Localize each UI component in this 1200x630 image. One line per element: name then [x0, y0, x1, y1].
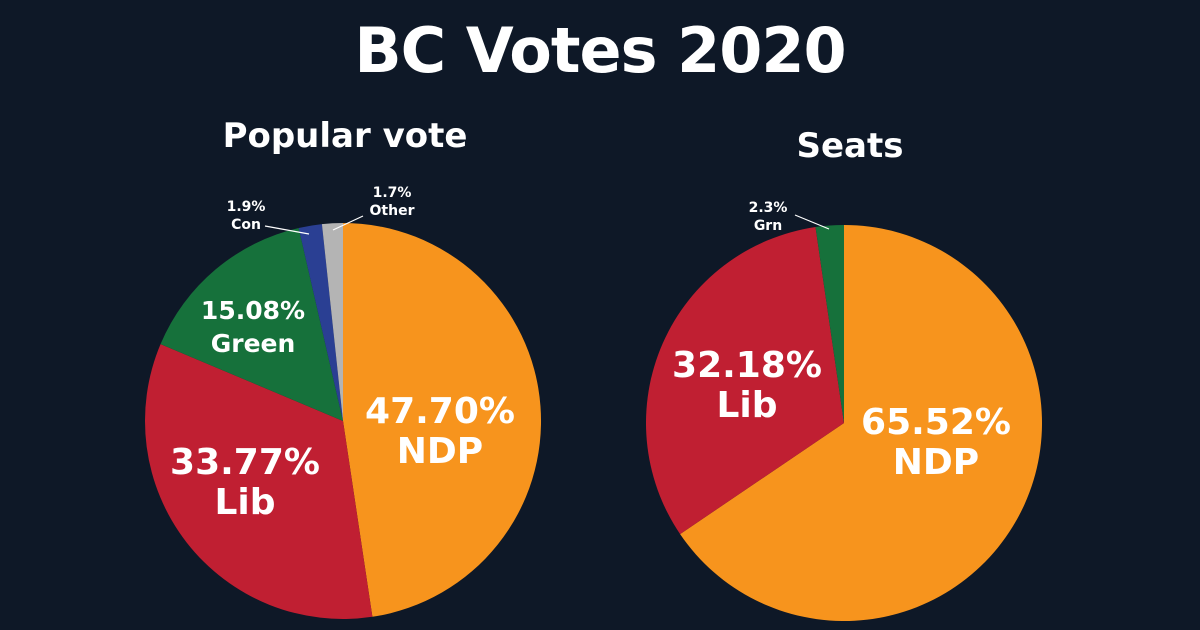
seats-slice-ndp [680, 225, 1042, 621]
seats-name-label-ndp: NDP [893, 442, 979, 483]
popular-slice-lib [144, 344, 373, 620]
popular-leader-line-other [332, 215, 364, 231]
seats-value-label-ndp: 65.52% [861, 402, 1011, 443]
popular-value-label-con: 1.9% [227, 199, 266, 215]
seats-name-label-grn: Grn [754, 218, 782, 234]
popular-value-label-other: 1.7% [373, 185, 412, 201]
seats-leader-line-grn [794, 214, 830, 230]
seats-name-label-lib: Lib [716, 385, 777, 426]
seats-value-label-grn: 2.3% [749, 200, 788, 216]
popular-name-label-ndp: NDP [397, 431, 483, 472]
popular-vote-pie: 47.70%NDP 33.77%Lib 15.08% Green 1.9% Con 1.7%… [144, 185, 542, 620]
popular-slice-other [321, 223, 343, 421]
popular-name-label-green: Green [211, 329, 296, 358]
popular-value-label-green: 15.08% [201, 296, 305, 325]
popular-name-label-other: Other [370, 203, 415, 219]
popular-slice-green [160, 228, 343, 421]
popular-leader-line-con [264, 225, 310, 235]
seats-chart-title: Seats [796, 126, 904, 166]
popular-slice-ndp [343, 223, 542, 617]
seats-slice-lib [645, 227, 844, 535]
popular-name-label-lib: Lib [214, 482, 275, 523]
popular-slice-con [298, 224, 343, 421]
popular-name-label-con: Con [231, 217, 261, 233]
seats-value-label-lib: 32.18% [672, 345, 822, 386]
seats-slice-grn [815, 224, 844, 423]
popular-value-label-lib: 33.77% [170, 442, 320, 483]
page-title: BC Votes 2020 [354, 14, 846, 87]
seats-pie: 65.52%NDP 32.18%Lib 2.3% Grn [645, 200, 1042, 621]
popular-value-label-ndp: 47.70% [365, 391, 515, 432]
popular-vote-chart-title: Popular vote [222, 116, 468, 156]
